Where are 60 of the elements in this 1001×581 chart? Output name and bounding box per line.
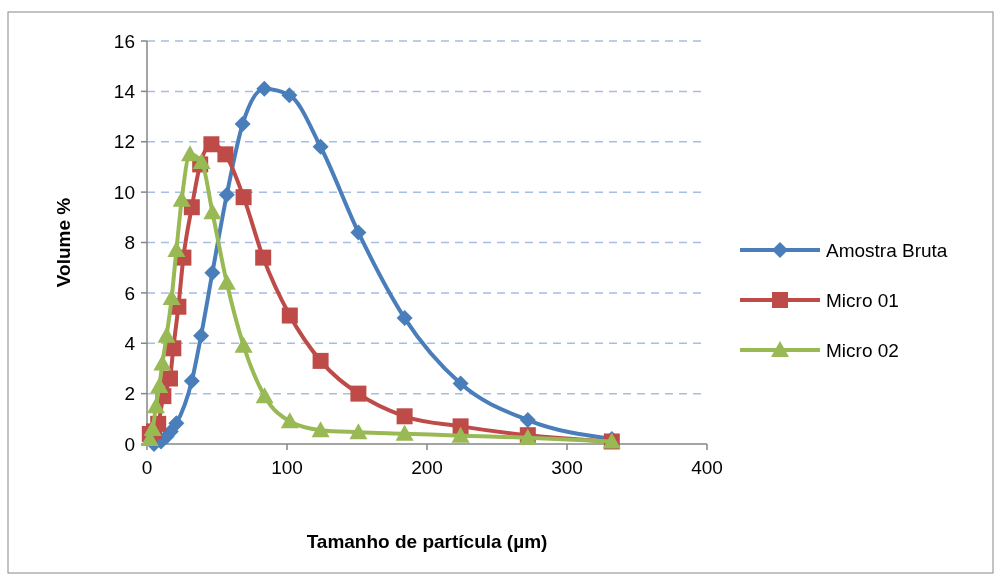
point [350, 385, 367, 402]
x-axis-title: Tamanho de partícula (µm) [306, 531, 548, 552]
point [153, 354, 172, 371]
point [180, 145, 199, 162]
point [157, 326, 176, 343]
point [396, 408, 413, 425]
point [168, 415, 185, 432]
point [281, 307, 298, 324]
x-tick-label: 200 [411, 457, 443, 478]
y-tick-label: 2 [124, 383, 135, 405]
x-tick-label: 0 [141, 457, 153, 478]
y-tick-label: 6 [124, 282, 135, 304]
point [350, 224, 367, 241]
point [451, 426, 470, 443]
point [311, 421, 330, 438]
y-tick-label: 12 [113, 131, 135, 153]
point [150, 377, 169, 394]
x-tick-label: 300 [551, 457, 583, 478]
point [452, 375, 469, 392]
point [281, 87, 298, 104]
point [519, 412, 536, 429]
point [193, 327, 210, 344]
point [312, 352, 329, 369]
legend-label: Micro 02 [826, 339, 899, 361]
point [234, 116, 251, 133]
x-tick-label: 400 [691, 457, 723, 478]
point [349, 423, 368, 440]
point [234, 336, 253, 353]
legend-label: Amostra Bruta [826, 239, 948, 261]
point [192, 152, 211, 169]
y-tick-label: 8 [124, 232, 135, 254]
legend-label: Micro 01 [826, 289, 899, 311]
point [218, 186, 235, 203]
point [172, 190, 191, 207]
point [217, 273, 236, 290]
point [255, 387, 274, 404]
point [143, 419, 162, 436]
point [161, 370, 178, 387]
y-tick-label: 4 [124, 332, 136, 354]
point [280, 412, 299, 429]
point [395, 424, 414, 441]
point [146, 397, 165, 414]
point [217, 146, 234, 163]
y-tick-label: 16 [113, 30, 135, 52]
point [203, 136, 220, 153]
y-tick-label: 14 [113, 81, 136, 103]
point [162, 288, 181, 305]
y-tick-label: 10 [113, 181, 135, 203]
point [167, 241, 186, 258]
point [312, 138, 329, 155]
point [203, 203, 222, 220]
y-tick-label: 0 [124, 433, 135, 455]
point [235, 189, 252, 206]
point [256, 80, 273, 97]
point [204, 264, 221, 281]
y-axis-title: Volume % [53, 197, 74, 288]
point [183, 373, 200, 390]
point [396, 310, 413, 327]
point [255, 249, 272, 266]
x-tick-label: 100 [271, 457, 303, 478]
